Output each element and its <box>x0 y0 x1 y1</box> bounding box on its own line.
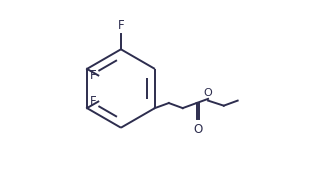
Text: F: F <box>90 69 97 82</box>
Text: F: F <box>90 95 97 108</box>
Text: F: F <box>118 19 124 32</box>
Text: O: O <box>193 123 203 136</box>
Text: O: O <box>204 88 213 98</box>
